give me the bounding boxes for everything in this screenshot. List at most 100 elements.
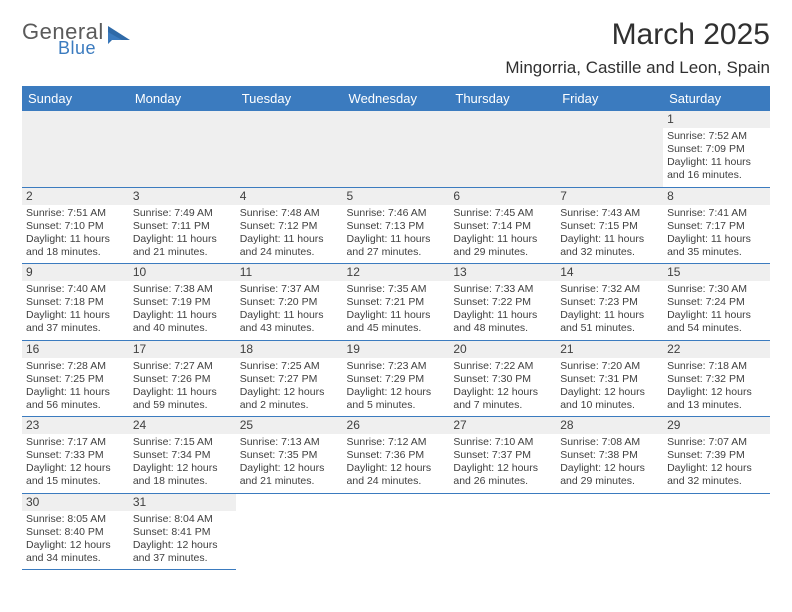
sunrise-text: Sunrise: 7:51 AM (26, 207, 125, 220)
daylight-text: Daylight: 12 hours and 15 minutes. (26, 462, 125, 488)
daylight-text: Daylight: 11 hours and 24 minutes. (240, 233, 339, 259)
calendar-cell: 7Sunrise: 7:43 AMSunset: 7:15 PMDaylight… (556, 187, 663, 264)
day-number: 29 (663, 417, 770, 434)
sunset-text: Sunset: 7:18 PM (26, 296, 125, 309)
sunset-text: Sunset: 7:36 PM (347, 449, 446, 462)
sunset-text: Sunset: 7:31 PM (560, 373, 659, 386)
day-number: 22 (663, 341, 770, 358)
calendar-cell: 15Sunrise: 7:30 AMSunset: 7:24 PMDayligh… (663, 264, 770, 341)
calendar-cell (663, 493, 770, 570)
sunset-text: Sunset: 7:14 PM (453, 220, 552, 233)
daylight-text: Daylight: 11 hours and 21 minutes. (133, 233, 232, 259)
calendar-cell: 14Sunrise: 7:32 AMSunset: 7:23 PMDayligh… (556, 264, 663, 341)
calendar-cell: 8Sunrise: 7:41 AMSunset: 7:17 PMDaylight… (663, 187, 770, 264)
daylight-text: Daylight: 11 hours and 54 minutes. (667, 309, 766, 335)
sunrise-text: Sunrise: 7:13 AM (240, 436, 339, 449)
calendar-cell (449, 493, 556, 570)
calendar-cell: 28Sunrise: 7:08 AMSunset: 7:38 PMDayligh… (556, 417, 663, 494)
calendar-cell: 31Sunrise: 8:04 AMSunset: 8:41 PMDayligh… (129, 493, 236, 570)
logo-text: General Blue (22, 22, 104, 56)
day-number: 26 (343, 417, 450, 434)
daylight-text: Daylight: 12 hours and 29 minutes. (560, 462, 659, 488)
sunset-text: Sunset: 7:35 PM (240, 449, 339, 462)
weekday-header: Sunday (22, 86, 129, 111)
calendar-cell: 18Sunrise: 7:25 AMSunset: 7:27 PMDayligh… (236, 340, 343, 417)
sunset-text: Sunset: 7:26 PM (133, 373, 232, 386)
calendar-cell (449, 111, 556, 187)
daylight-text: Daylight: 12 hours and 2 minutes. (240, 386, 339, 412)
sunrise-text: Sunrise: 7:20 AM (560, 360, 659, 373)
day-number: 27 (449, 417, 556, 434)
daylight-text: Daylight: 12 hours and 21 minutes. (240, 462, 339, 488)
sunrise-text: Sunrise: 8:04 AM (133, 513, 232, 526)
sunset-text: Sunset: 7:24 PM (667, 296, 766, 309)
sunset-text: Sunset: 7:17 PM (667, 220, 766, 233)
sunrise-text: Sunrise: 7:12 AM (347, 436, 446, 449)
day-number: 18 (236, 341, 343, 358)
daylight-text: Daylight: 12 hours and 18 minutes. (133, 462, 232, 488)
day-number: 16 (22, 341, 129, 358)
daylight-text: Daylight: 11 hours and 16 minutes. (667, 156, 766, 182)
daylight-text: Daylight: 12 hours and 32 minutes. (667, 462, 766, 488)
daylight-text: Daylight: 12 hours and 24 minutes. (347, 462, 446, 488)
calendar-cell: 5Sunrise: 7:46 AMSunset: 7:13 PMDaylight… (343, 187, 450, 264)
calendar-cell (236, 493, 343, 570)
day-number: 30 (22, 494, 129, 511)
day-number: 25 (236, 417, 343, 434)
calendar-cell: 2Sunrise: 7:51 AMSunset: 7:10 PMDaylight… (22, 187, 129, 264)
daylight-text: Daylight: 12 hours and 26 minutes. (453, 462, 552, 488)
calendar-row: 9Sunrise: 7:40 AMSunset: 7:18 PMDaylight… (22, 264, 770, 341)
calendar-body: 1Sunrise: 7:52 AMSunset: 7:09 PMDaylight… (22, 111, 770, 570)
calendar-cell (22, 111, 129, 187)
day-number: 3 (129, 188, 236, 205)
day-number: 14 (556, 264, 663, 281)
calendar-cell: 25 Sunrise: 7:13 AMSunset: 7:35 PMDayligh… (236, 417, 343, 494)
sunrise-text: Sunrise: 7:35 AM (347, 283, 446, 296)
sunset-text: Sunset: 7:21 PM (347, 296, 446, 309)
day-number: 9 (22, 264, 129, 281)
day-number: 10 (129, 264, 236, 281)
sunset-text: Sunset: 7:29 PM (347, 373, 446, 386)
daylight-text: Daylight: 12 hours and 37 minutes. (133, 539, 232, 565)
day-number: 21 (556, 341, 663, 358)
sunrise-text: Sunrise: 7:48 AM (240, 207, 339, 220)
sunrise-text: Sunrise: 7:38 AM (133, 283, 232, 296)
calendar-cell (343, 111, 450, 187)
daylight-text: Daylight: 12 hours and 34 minutes. (26, 539, 125, 565)
sunrise-text: Sunrise: 7:43 AM (560, 207, 659, 220)
sunset-text: Sunset: 7:20 PM (240, 296, 339, 309)
calendar-cell: 26 Sunrise: 7:12 AMSunset: 7:36 PMDayligh… (343, 417, 450, 494)
day-number: 2 (22, 188, 129, 205)
sunset-text: Sunset: 7:23 PM (560, 296, 659, 309)
calendar-row: 23Sunrise: 7:17 AMSunset: 7:33 PMDayligh… (22, 417, 770, 494)
calendar-cell: 4Sunrise: 7:48 AMSunset: 7:12 PMDaylight… (236, 187, 343, 264)
day-number: 1 (663, 111, 770, 128)
weekday-header: Monday (129, 86, 236, 111)
sunrise-text: Sunrise: 7:18 AM (667, 360, 766, 373)
sunrise-text: Sunrise: 7:07 AM (667, 436, 766, 449)
calendar-cell: 22Sunrise: 7:18 AMSunset: 7:32 PMDayligh… (663, 340, 770, 417)
sunset-text: Sunset: 7:30 PM (453, 373, 552, 386)
day-number: 20 (449, 341, 556, 358)
day-number: 7 (556, 188, 663, 205)
calendar-row: 30Sunrise: 8:05 AMSunset: 8:40 PMDayligh… (22, 493, 770, 570)
day-number: 4 (236, 188, 343, 205)
calendar-row: 16Sunrise: 7:28 AMSunset: 7:25 PMDayligh… (22, 340, 770, 417)
day-number: 5 (343, 188, 450, 205)
day-number: 8 (663, 188, 770, 205)
calendar-cell: 30Sunrise: 8:05 AMSunset: 8:40 PMDayligh… (22, 493, 129, 570)
day-number: 12 (343, 264, 450, 281)
sunset-text: Sunset: 7:33 PM (26, 449, 125, 462)
daylight-text: Daylight: 12 hours and 5 minutes. (347, 386, 446, 412)
daylight-text: Daylight: 11 hours and 27 minutes. (347, 233, 446, 259)
daylight-text: Daylight: 11 hours and 43 minutes. (240, 309, 339, 335)
weekday-header: Wednesday (343, 86, 450, 111)
daylight-text: Daylight: 11 hours and 48 minutes. (453, 309, 552, 335)
logo: General Blue (22, 22, 132, 56)
title-block: March 2025 Mingorria, Castille and Leon,… (505, 18, 770, 78)
sunset-text: Sunset: 7:11 PM (133, 220, 232, 233)
sunset-text: Sunset: 7:27 PM (240, 373, 339, 386)
sunrise-text: Sunrise: 7:41 AM (667, 207, 766, 220)
day-number: 13 (449, 264, 556, 281)
sunrise-text: Sunrise: 7:33 AM (453, 283, 552, 296)
